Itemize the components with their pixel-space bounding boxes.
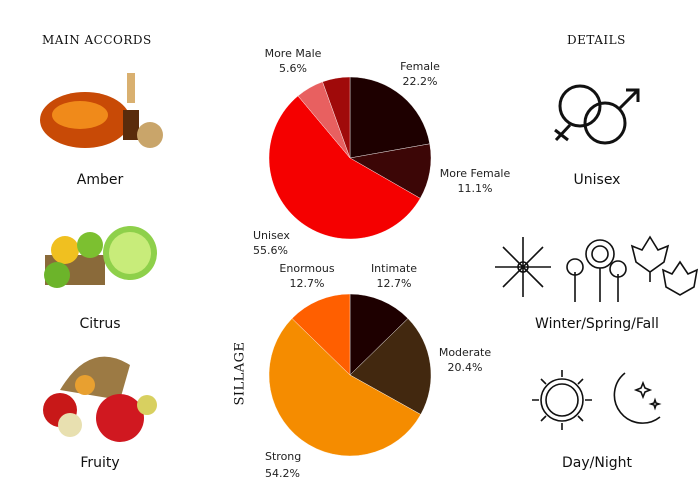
main-accords-title: MAIN ACCORDS xyxy=(42,33,152,47)
pie-slice-unisex xyxy=(268,95,421,240)
sun-icon xyxy=(532,370,592,430)
pie-slice-unlabeled xyxy=(322,76,351,159)
citrus-image xyxy=(44,226,157,288)
pie-slice-moderate xyxy=(349,318,432,415)
gender-symbols-icon xyxy=(554,84,640,145)
gender-label-more-female: More Female 11.1% xyxy=(439,167,511,195)
sillage-label-enormous: Enormous 12.7% xyxy=(279,262,335,290)
accord-amber-label: Amber xyxy=(76,172,124,188)
season-value: Winter/Spring/Fall xyxy=(535,316,659,332)
flowers-icon xyxy=(566,239,627,302)
gender-label-more-male: More Male 5.6% xyxy=(264,47,322,75)
amber-image xyxy=(40,73,163,148)
pie-slice-female xyxy=(349,76,430,159)
moon-icon xyxy=(613,372,662,424)
maple-leaf-icon xyxy=(630,235,699,296)
sillage-title: SILLAGE xyxy=(232,341,248,406)
pie-slice-enormous xyxy=(291,293,351,376)
sillage-label-intimate: Intimate 12.7% xyxy=(370,262,418,290)
fruity-image xyxy=(43,356,157,442)
accord-fruity-label: Fruity xyxy=(80,455,120,471)
accord-citrus-label: Citrus xyxy=(79,316,121,332)
time-value: Day/Night xyxy=(562,455,632,471)
gender-label-female: Female 22.2% xyxy=(400,60,440,88)
pie-slice-intimate xyxy=(349,293,409,376)
sillage-label-strong: Strong 54.2% xyxy=(265,450,302,480)
seasons-icon xyxy=(495,235,699,302)
day-night-icon xyxy=(532,370,662,430)
gender-value: Unisex xyxy=(573,172,621,188)
details-title: DETAILS xyxy=(567,33,626,47)
pie-slice-strong xyxy=(268,318,422,457)
gender-label-unisex: Unisex 55.6% xyxy=(253,229,290,257)
sillage-label-moderate: Moderate 20.4% xyxy=(438,346,492,374)
snowflake-icon xyxy=(495,237,551,297)
